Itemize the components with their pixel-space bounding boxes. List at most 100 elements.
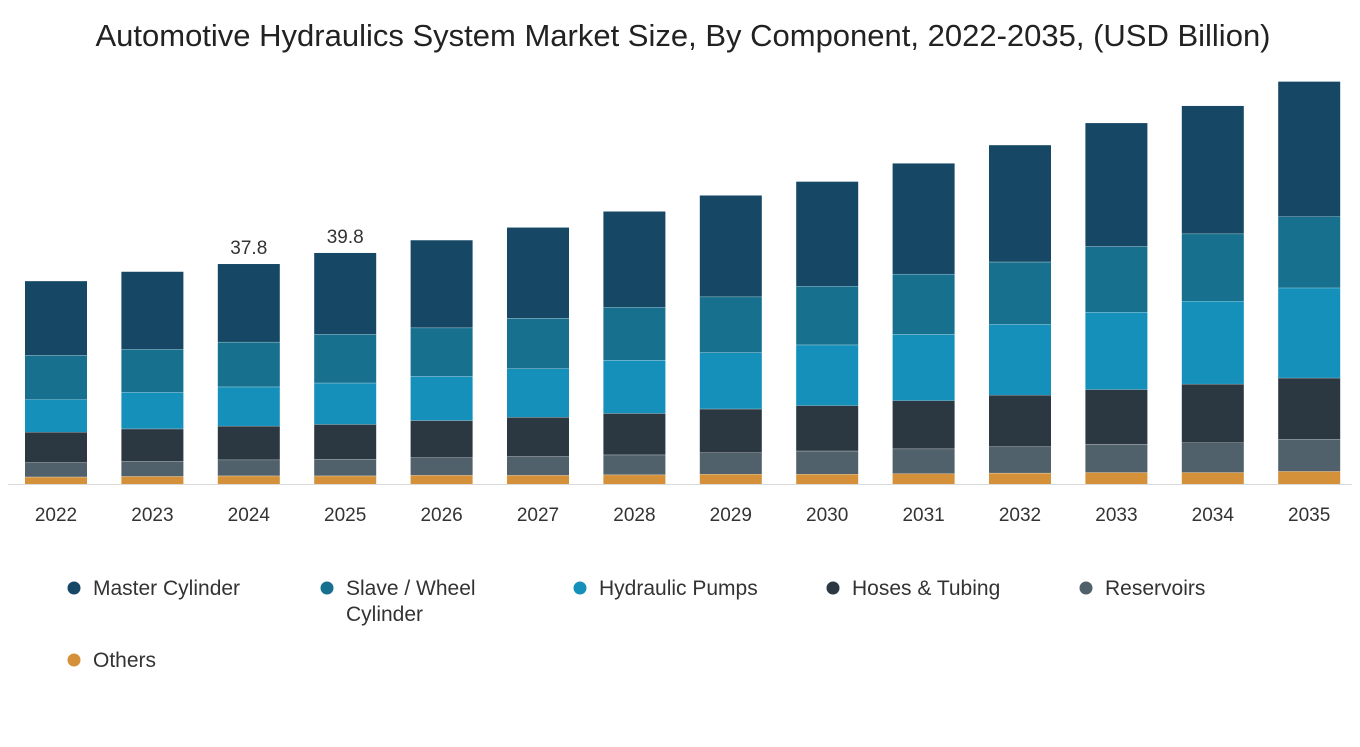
bar-stack-2023 (121, 271, 184, 484)
bar-segment (892, 473, 955, 484)
bar-segment (507, 475, 569, 484)
bar-segment (1278, 377, 1341, 440)
bar-stack-2028 (603, 211, 666, 484)
bar-segment (892, 448, 955, 474)
bar-segment (217, 459, 280, 476)
bar-segment (25, 355, 87, 400)
bar-segment (892, 334, 955, 401)
bar-segment (699, 296, 762, 353)
bar-segment (507, 368, 569, 418)
bar-stack-2034 (1181, 105, 1244, 484)
bar-segment (121, 476, 184, 484)
bar-segment (603, 454, 666, 475)
legend-item: Slave / Wheel Cylinder (320, 577, 476, 626)
bar-segment (1181, 472, 1244, 484)
data-label: 37.8 (230, 238, 267, 259)
bar-segment (507, 417, 569, 457)
bar-stack-2024 (217, 264, 280, 484)
bar-segment (25, 462, 87, 477)
bar-stack-2022 (25, 281, 87, 484)
bar-segment (989, 472, 1051, 484)
bar-segment (989, 261, 1051, 325)
bar-stack-2027 (507, 227, 569, 484)
bar-segment (121, 461, 184, 477)
bar-segment (410, 240, 473, 328)
bar-segment (1278, 471, 1341, 484)
bar-segment (1181, 105, 1244, 234)
x-tick-label: 2024 (228, 505, 271, 526)
bar-segment (121, 428, 184, 462)
x-tick-label: 2025 (324, 505, 366, 526)
bar-stack-2032 (989, 145, 1051, 484)
bar-segment (121, 349, 184, 393)
legend-marker (67, 653, 81, 667)
bar-segment (25, 281, 87, 356)
bar-segment (25, 399, 87, 433)
bar-segment (507, 227, 569, 319)
x-tick-label: 2022 (35, 505, 77, 526)
bar-segment (410, 376, 473, 421)
bar-segment (1085, 444, 1148, 473)
legend-item: Hoses & Tubing (826, 577, 1000, 600)
legend-item: Hydraulic Pumps (573, 577, 758, 600)
bar-segment (1278, 216, 1341, 288)
bar-segment (796, 450, 859, 475)
x-tick-label: 2029 (710, 505, 752, 526)
bar-segment (892, 163, 955, 274)
bar-segment (699, 474, 762, 484)
bar-segment (314, 252, 377, 335)
x-tick-label: 2028 (613, 505, 655, 526)
bar-segment (989, 324, 1051, 396)
bar-segment (410, 420, 473, 458)
bar-segment (1181, 442, 1244, 473)
x-tick-label: 2034 (1192, 505, 1235, 526)
legend-label: Others (93, 649, 156, 672)
legend-marker (320, 581, 334, 595)
legend-marker (67, 581, 81, 595)
x-tick-label: 2032 (999, 505, 1041, 526)
legend-label: Hoses & Tubing (852, 577, 1000, 600)
legend-item: Master Cylinder (67, 577, 240, 600)
bar-segment (217, 475, 280, 484)
legend-item: Others (67, 649, 156, 672)
x-tick-label: 2026 (420, 505, 462, 526)
bar-segment (1181, 301, 1244, 384)
bar-segment (25, 432, 87, 463)
legend-item: Reservoirs (1079, 577, 1205, 600)
legend-label: Hydraulic Pumps (599, 577, 758, 600)
bar-segment (25, 476, 87, 484)
bar-stack-2031 (892, 163, 955, 484)
bar-segment (699, 195, 762, 297)
bar-segment (1085, 246, 1148, 313)
bar-segment (410, 457, 473, 476)
x-tick-label: 2027 (517, 505, 559, 526)
bar-segment (314, 424, 377, 460)
bar-segment (121, 392, 184, 429)
bar-segment (410, 327, 473, 377)
bar-segment (603, 307, 666, 361)
bar-segment (1181, 383, 1244, 443)
bar-segment (1085, 312, 1148, 390)
legend-marker (1079, 581, 1093, 595)
legend-marker (573, 581, 587, 595)
bar-segment (507, 318, 569, 369)
bar-segment (217, 386, 280, 426)
bar-stack-2029 (699, 195, 762, 484)
bar-segment (314, 382, 377, 425)
bar-segment (1278, 287, 1341, 378)
bar-segment (892, 273, 955, 335)
bar-segment (217, 341, 280, 387)
x-tick-label: 2035 (1288, 505, 1330, 526)
x-tick-label: 2031 (902, 505, 944, 526)
data-label: 39.8 (327, 227, 364, 248)
bar-segment (1278, 81, 1341, 217)
bar-stack-2033 (1085, 123, 1148, 484)
bar-stack-2026 (410, 240, 473, 484)
bar-segment (410, 475, 473, 484)
bar-segment (796, 344, 859, 406)
bar-segment (892, 400, 955, 449)
bar-segment (121, 271, 184, 350)
bar-stack-2035 (1278, 81, 1341, 484)
bar-segment (1085, 123, 1148, 247)
bar-segment (507, 456, 569, 476)
